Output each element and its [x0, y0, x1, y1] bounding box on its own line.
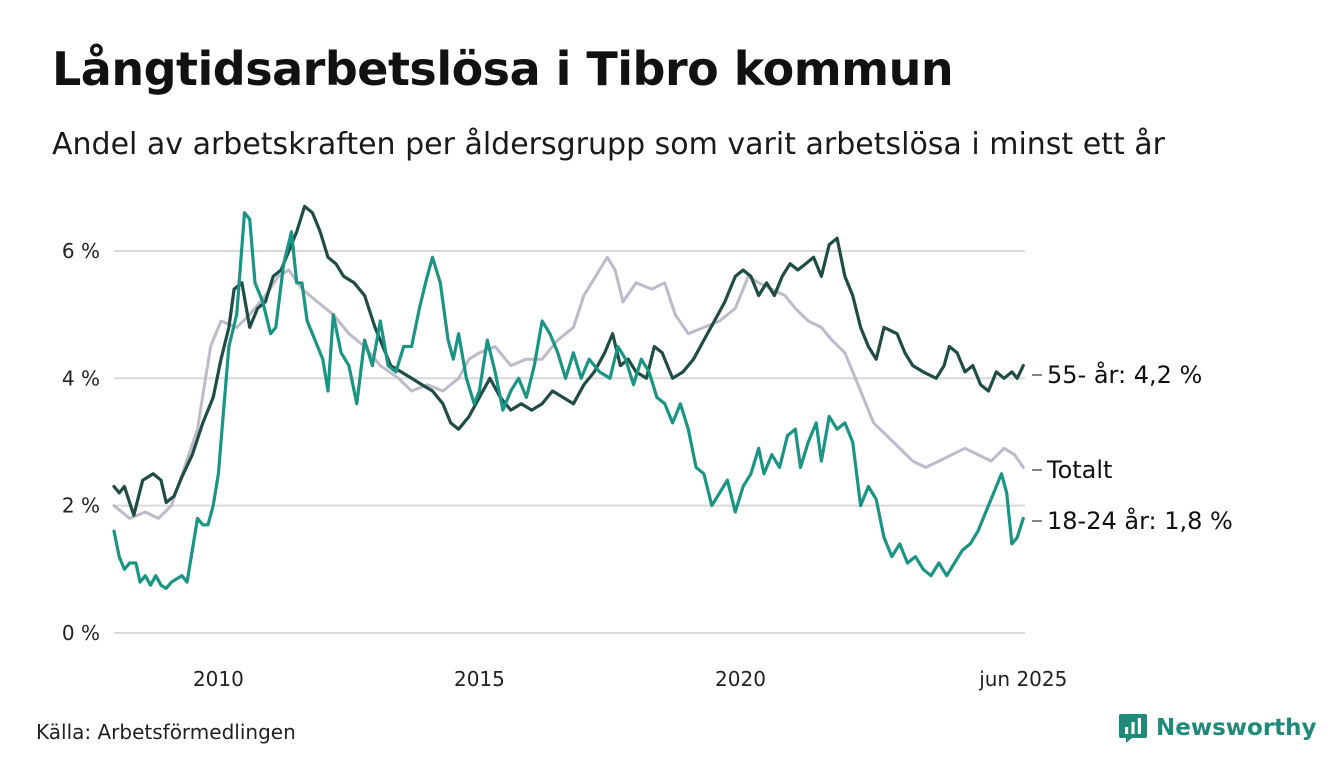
brand-logo[interactable]: Newsworthy — [1118, 712, 1317, 744]
series-line-young — [112, 211, 1025, 590]
series-line-older — [112, 204, 1025, 517]
end-label-older: 55- år: 4,2 % — [1047, 360, 1202, 389]
series-lines — [112, 204, 1025, 590]
x-tick-label: 2010 — [193, 667, 244, 691]
y-tick-label: 0 % — [62, 621, 100, 645]
y-axis-ticks: 0 % 2 % 4 % 6 % — [62, 239, 100, 645]
line-chart: 0 % 2 % 4 % 6 % 2010 2015 2020 jun 2025 Totalt… — [62, 204, 1233, 691]
x-axis-ticks: 2010 2015 2020 jun 2025 — [193, 667, 1067, 691]
series-line-total — [112, 255, 1025, 520]
y-tick-label: 2 % — [62, 494, 100, 518]
y-tick-label: 6 % — [62, 239, 100, 263]
x-tick-label: 2015 — [454, 667, 505, 691]
end-label-total: Totalt — [1046, 456, 1112, 484]
chart-title: Långtidsarbetslösa i Tibro kommun — [52, 42, 954, 96]
gridlines — [114, 249, 1025, 634]
source-note: Källa: Arbetsförmedlingen — [36, 720, 296, 744]
end-label-young: 18-24 år: 1,8 % — [1047, 506, 1233, 535]
x-tick-label: 2020 — [715, 667, 766, 691]
end-labels: Totalt 55- år: 4,2 % 18-24 år: 1,8 % — [1032, 360, 1233, 535]
brand-name: Newsworthy — [1156, 715, 1317, 741]
x-tick-label: jun 2025 — [978, 667, 1067, 691]
chart-subtitle: Andel av arbetskraften per åldersgrupp s… — [52, 127, 1165, 162]
y-tick-label: 4 % — [62, 366, 100, 390]
bar-chart-logo-icon — [1119, 714, 1147, 743]
